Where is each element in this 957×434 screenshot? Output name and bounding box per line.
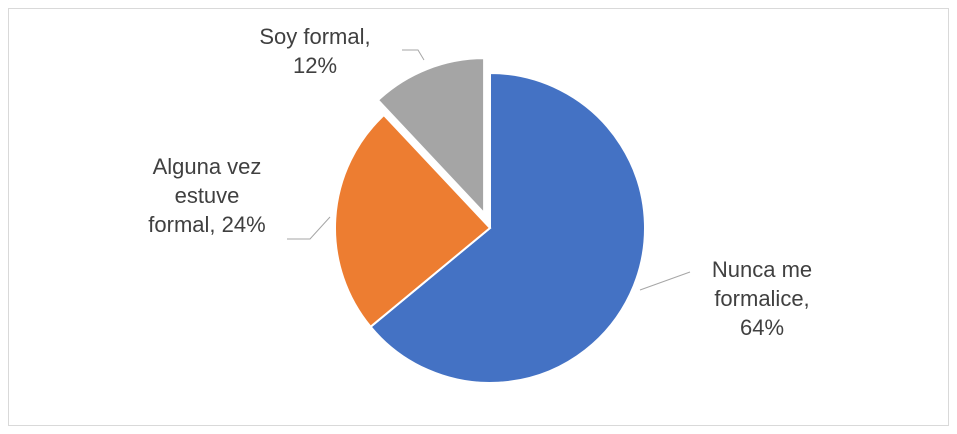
leader-line — [287, 216, 331, 240]
data-label: Nunca me formalice, 64% — [702, 255, 822, 342]
data-label: Alguna vez estuve formal, 24% — [140, 152, 274, 239]
data-label-text: Soy formal, 12% — [251, 22, 379, 80]
data-label-text: Nunca me formalice, 64% — [702, 255, 822, 342]
leader-line — [402, 49, 425, 61]
leader-line — [639, 271, 691, 291]
value-label: 64% — [739, 315, 785, 340]
value-label: 24% — [221, 212, 266, 237]
pie-slice — [376, 57, 486, 216]
value-label: 12% — [292, 53, 338, 78]
data-label: Soy formal, 12% — [251, 22, 379, 80]
pie-slice — [334, 113, 492, 329]
category-label: Nunca me formalice, — [711, 257, 813, 311]
category-label: Alguna vez estuve formal, — [148, 154, 262, 237]
data-label-text: Alguna vez estuve formal, 24% — [140, 152, 274, 239]
pie-slice — [369, 71, 646, 384]
category-label: Soy formal, — [259, 24, 371, 49]
